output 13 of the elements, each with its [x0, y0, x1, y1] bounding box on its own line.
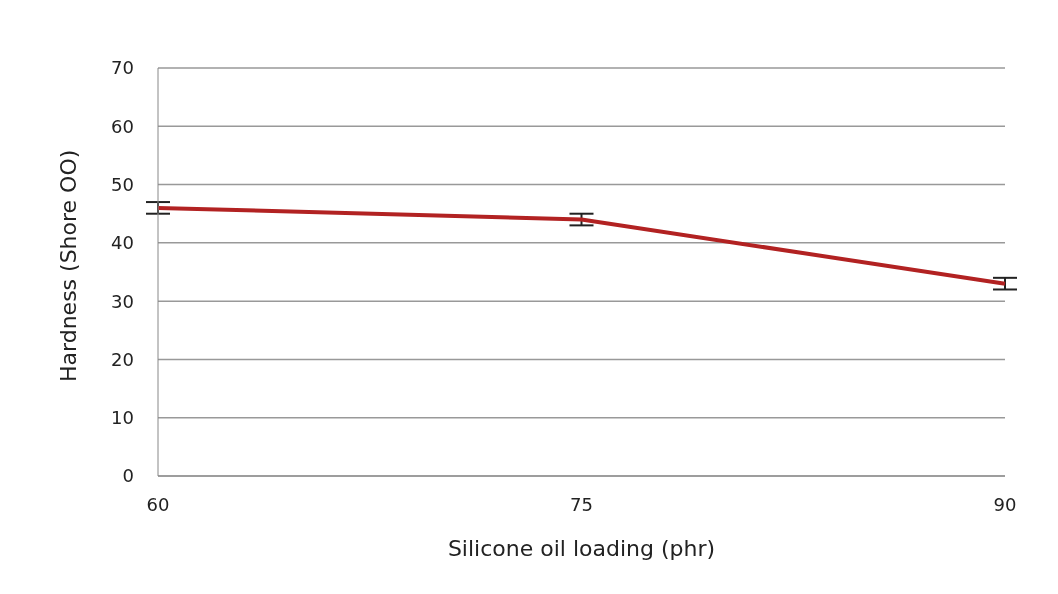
y-tick-label: 60	[111, 115, 134, 137]
x-tick-label: 75	[570, 493, 593, 515]
x-tick-label: 60	[146, 493, 170, 515]
y-tick-label: 0	[122, 465, 134, 487]
y-tick-label: 40	[111, 232, 134, 254]
x-axis-title: Silicone oil loading (phr)	[447, 536, 716, 561]
y-tick-label: 70	[111, 57, 134, 79]
x-tick-label: 90	[993, 493, 1017, 515]
y-axis-title: Hardness (Shore OO)	[55, 149, 81, 382]
y-tick-label: 30	[111, 290, 134, 312]
y-tick-label: 20	[111, 348, 134, 370]
y-tick-label: 50	[111, 173, 134, 195]
y-tick-label: 10	[111, 407, 134, 429]
